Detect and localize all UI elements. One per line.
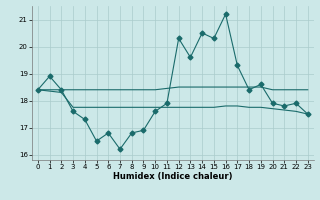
X-axis label: Humidex (Indice chaleur): Humidex (Indice chaleur) xyxy=(113,172,233,181)
